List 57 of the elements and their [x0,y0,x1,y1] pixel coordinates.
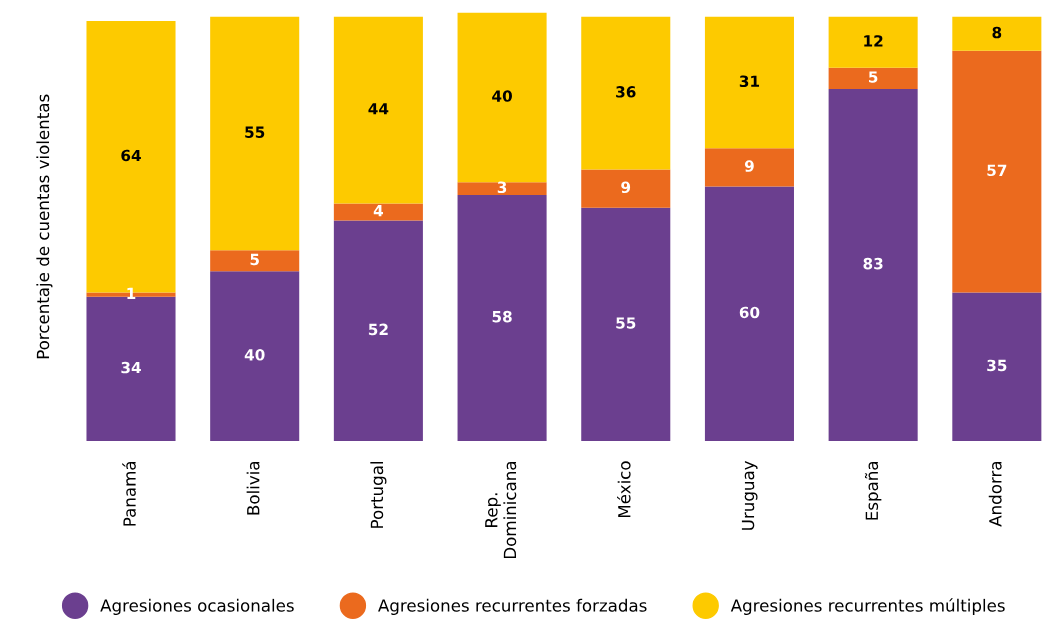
bar [210,250,300,272]
x-tick-label: Uruguay [741,460,758,530]
bar [952,16,1042,51]
bar [333,16,423,204]
legend-label: Agresiones recurrentes forzadas [378,598,647,615]
data-label: 55 [616,317,636,329]
legend-label: Agresiones ocasionales [100,598,294,615]
data-label: 8 [992,26,1002,39]
data-label: 55 [245,126,265,138]
bar [828,88,918,441]
bar [828,67,918,89]
legend-label: Agresiones recurrentes múltiples [730,598,1005,615]
bar [333,203,423,221]
x-tick-label: Portugal [370,462,387,528]
x-tick-label: Rep. Dominicana [485,461,517,559]
data-label: 4 [373,205,383,217]
data-label: 35 [987,359,1007,372]
data-label: 83 [863,257,883,270]
data-label: 60 [739,306,760,319]
bar [457,12,547,183]
bar [581,207,671,441]
bar [210,271,300,441]
x-tick-label: España [864,461,882,520]
data-label: 1 [127,287,136,299]
bar [581,16,671,170]
data-label: 52 [368,323,388,336]
data-label: 9 [621,181,631,194]
data-label: 40 [244,349,265,361]
data-label: 5 [250,253,259,266]
data-label: 3 [497,181,507,194]
data-label: 9 [744,160,754,172]
bar [952,292,1042,441]
data-label: 40 [492,90,512,102]
bar [210,16,300,251]
bar [704,148,794,187]
x-tick-label: Bolivia [246,461,260,515]
y-axis-title: Porcentaje de cuentas violentas [36,94,53,359]
data-label: 12 [864,35,883,47]
data-label: 36 [616,86,636,98]
bar [704,16,794,149]
data-label: 44 [368,103,389,115]
bar [333,220,423,441]
bar [704,186,794,441]
x-tick-label: México [617,461,631,518]
x-tick-label: Panamá [122,461,136,526]
bar [828,16,918,68]
x-tick-label: Andorra [988,461,1002,527]
bar [457,182,547,195]
data-label: 31 [739,75,760,88]
bar [457,194,547,441]
bar [952,50,1042,293]
data-label: 57 [987,164,1007,177]
data-label: 34 [121,361,141,374]
data-label: 64 [121,149,141,162]
bar [581,169,671,208]
data-label: 5 [869,71,878,83]
data-label: 58 [492,310,512,323]
